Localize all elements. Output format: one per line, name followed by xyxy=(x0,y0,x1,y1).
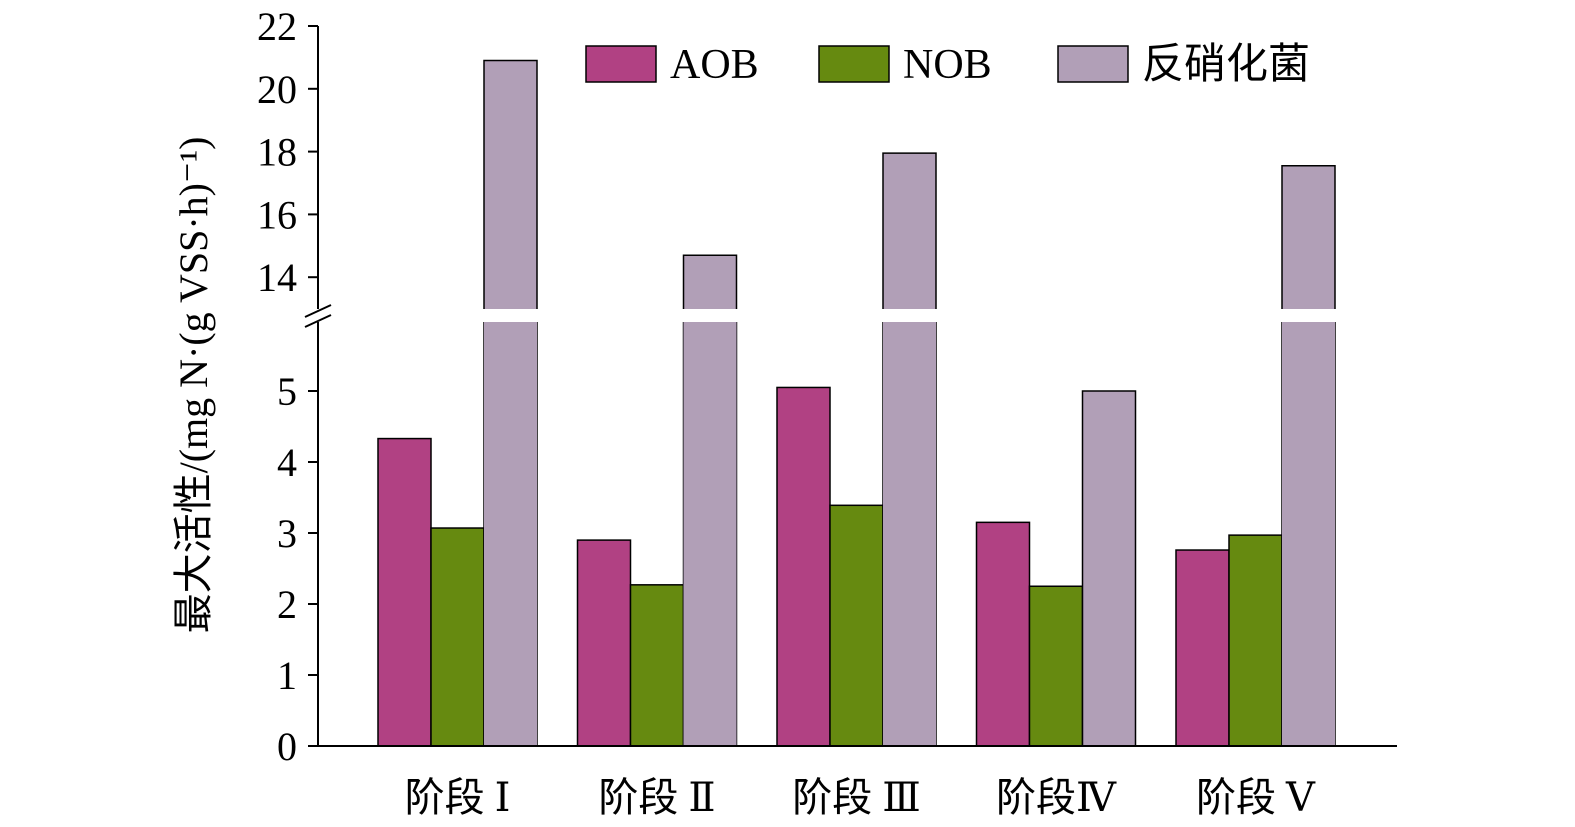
legend-item: NOB xyxy=(818,42,992,88)
bar-upper-fill-反硝化菌-1 xyxy=(683,255,737,309)
bar-upper-反硝化菌-2 xyxy=(882,152,937,309)
bar-AOB-0 xyxy=(377,437,432,747)
y-tick-label: 5 xyxy=(277,369,297,414)
bar-upper-反硝化菌-4 xyxy=(1281,164,1336,309)
bars-layer xyxy=(377,59,1336,747)
legend-label: 反硝化菌 xyxy=(1142,42,1310,88)
y-tick-label: 14 xyxy=(257,255,297,300)
x-tick-label: 阶段 Ⅲ xyxy=(792,775,921,820)
bar-lower-fill-反硝化菌-4 xyxy=(1282,322,1335,746)
bar-lower-fill-反硝化菌-1 xyxy=(683,322,737,746)
bar-lower-fill-反硝化菌-0 xyxy=(484,322,537,746)
legend-label: NOB xyxy=(903,42,992,88)
y-tick-label: 2 xyxy=(277,582,297,627)
y-tick-label: 3 xyxy=(277,511,297,556)
y-tick-label: 22 xyxy=(257,4,297,49)
legend-swatch xyxy=(585,45,657,83)
tick-labels-layer: 阶段 Ⅰ 阶段 Ⅱ 阶段 Ⅲ 阶段Ⅳ 阶段 Ⅴ 0 1 2 3 4 5 14 16 18 20 22 xyxy=(257,4,1316,820)
x-tick-label: 阶段Ⅳ xyxy=(996,775,1117,820)
legend-item: AOB xyxy=(585,42,759,88)
legend-swatch xyxy=(1057,45,1129,83)
y-tick-label: 20 xyxy=(257,67,297,112)
legend-swatch xyxy=(818,45,890,83)
y-tick-label: 18 xyxy=(257,130,297,175)
bar-AOB-1 xyxy=(576,539,632,747)
y-tick-label: 1 xyxy=(277,653,297,698)
y-tick-label: 0 xyxy=(277,724,297,769)
bar-upper-fill-反硝化菌-0 xyxy=(484,60,537,309)
bar-NOB-1 xyxy=(629,584,685,747)
bar-NOB-0 xyxy=(430,527,485,747)
y-tick-label: 4 xyxy=(277,440,297,485)
bar-AOB-4 xyxy=(1175,549,1230,747)
legend: AOB NOB 反硝化菌 xyxy=(585,42,1310,88)
bar-NOB-3 xyxy=(1028,585,1084,747)
bar-AOB-3 xyxy=(975,521,1031,747)
axis-break-mark-bottom xyxy=(304,314,332,328)
bar-upper-反硝化菌-0 xyxy=(483,59,538,309)
legend-label: AOB xyxy=(670,42,759,88)
bar-NOB-2 xyxy=(829,504,884,747)
bar-lower-fill-反硝化菌-2 xyxy=(883,322,936,746)
y-axis-label: 最大活性/(mg N·(g VSS·h)⁻¹) xyxy=(171,137,216,634)
y-tick-label: 16 xyxy=(257,192,297,237)
legend-item: 反硝化菌 xyxy=(1057,42,1310,88)
bar-AOB-2 xyxy=(776,386,831,747)
bar-upper-反硝化菌-1 xyxy=(682,254,738,309)
bar-upper-fill-反硝化菌-4 xyxy=(1282,165,1335,309)
bar-NOB-4 xyxy=(1228,534,1283,747)
x-tick-label: 阶段 Ⅴ xyxy=(1196,775,1316,820)
x-tick-label: 阶段 Ⅰ xyxy=(405,775,511,820)
axis-break-mark-top xyxy=(304,304,332,318)
x-tick-label: 阶段 Ⅱ xyxy=(598,775,715,820)
axes-layer xyxy=(304,25,1397,747)
bar-反硝化菌-3 xyxy=(1081,390,1137,747)
bar-upper-fill-反硝化菌-2 xyxy=(883,153,936,309)
